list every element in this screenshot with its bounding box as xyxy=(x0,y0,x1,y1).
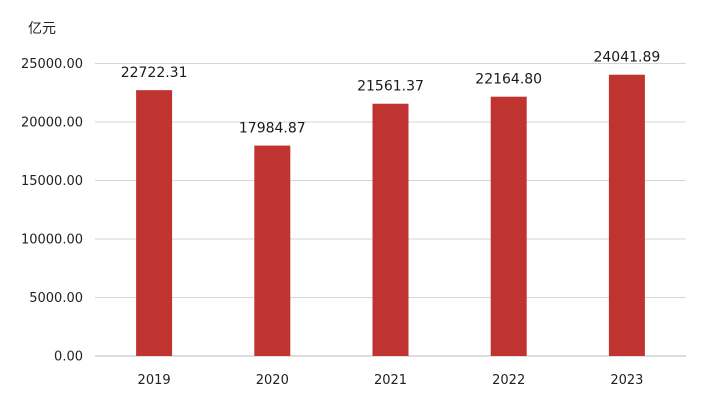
x-tick-label: 2022 xyxy=(492,373,525,388)
y-tick-label: 15000.00 xyxy=(21,174,83,189)
data-label: 22722.31 xyxy=(121,65,188,81)
y-tick-label: 0.00 xyxy=(54,350,83,365)
y-tick-label: 20000.00 xyxy=(21,116,83,131)
y-axis-unit-label: 亿元 xyxy=(28,21,56,37)
data-label: 24041.89 xyxy=(593,50,660,66)
x-tick-label: 2019 xyxy=(138,373,171,388)
data-label: 17984.87 xyxy=(239,121,306,137)
x-axis-ticks: 2019 2020 2021 2022 2023 xyxy=(138,373,644,388)
y-tick-label: 10000.00 xyxy=(21,233,83,248)
data-labels: 22722.31 17984.87 21561.37 22164.80 24041.89 xyxy=(121,50,661,137)
y-tick-label: 25000.00 xyxy=(21,57,83,72)
x-tick-label: 2020 xyxy=(256,373,289,388)
data-label: 22164.80 xyxy=(475,72,542,88)
y-tick-label: 5000.00 xyxy=(29,291,83,306)
bar xyxy=(490,96,527,356)
y-axis-ticks: 0.00 5000.00 10000.00 15000.00 20000.00 25000… xyxy=(21,57,83,365)
bar xyxy=(608,74,645,356)
bars xyxy=(136,74,645,357)
bar xyxy=(372,103,409,357)
x-tick-label: 2021 xyxy=(374,373,407,388)
bar xyxy=(136,90,173,356)
bar xyxy=(254,145,291,356)
data-label: 21561.37 xyxy=(357,79,424,95)
x-tick-label: 2023 xyxy=(610,373,643,388)
